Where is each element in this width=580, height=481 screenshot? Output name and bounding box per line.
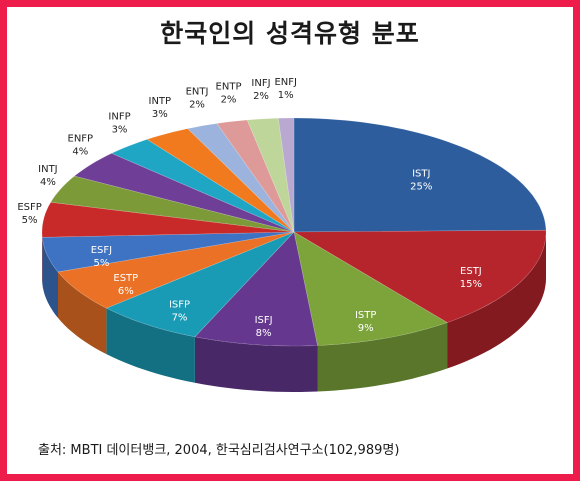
pie-value-enfj: 1% <box>278 90 294 101</box>
pie-side-isfj <box>194 336 318 392</box>
pie-side-istp <box>317 322 448 392</box>
pie-value-estp: 6% <box>118 286 134 297</box>
pie-label-enfp: ENFP <box>68 134 94 145</box>
pie-value-entp: 2% <box>221 94 237 105</box>
pie-label-infp: INFP <box>108 111 130 122</box>
pie-side-estp <box>58 271 107 355</box>
pie-slice-enfp <box>73 152 295 233</box>
pie-label-estp: ESTP <box>113 273 138 284</box>
pie-slice-estj <box>292 229 547 323</box>
pie-slices <box>41 117 547 347</box>
pie-label-estj: ESTJ <box>460 266 482 277</box>
pie-label-enfj: ENFJ <box>274 77 297 88</box>
pie-side-esfj <box>42 237 58 318</box>
pie-side-walls <box>42 232 546 392</box>
pie-label-intp: INTP <box>149 96 172 107</box>
pie-value-estj: 15% <box>460 279 482 290</box>
pie-label-infj: INFJ <box>251 78 270 89</box>
pie-side-estj <box>447 232 546 369</box>
pie-slice-istj <box>293 117 547 233</box>
pie-slice-isfp <box>105 231 295 338</box>
pie-slice-esfj <box>41 231 295 273</box>
pie-slice-istp <box>293 231 448 346</box>
pie-slice-esfp <box>41 201 295 238</box>
pie-value-intp: 3% <box>152 109 168 120</box>
pie-value-isfj: 8% <box>256 328 272 339</box>
pie-value-esfj: 5% <box>93 258 109 269</box>
pie-value-infp: 3% <box>112 124 128 135</box>
pie-value-infj: 2% <box>253 91 269 102</box>
pie-label-istp: ISTP <box>355 310 376 321</box>
pie-label-esfp: ESFP <box>17 202 41 213</box>
pie-slice-estp <box>57 231 295 309</box>
pie-labels: ISTJ 25% ESTJ 15% ISTP 9% ISFJ 8% ISFP 7% ESTP 6% ES… <box>17 77 482 339</box>
pie-side-isfp <box>106 308 195 383</box>
pie-label-entp: ENTP <box>216 81 242 92</box>
pie-label-isfp: ISFP <box>169 299 190 310</box>
pie-slice-isfj <box>194 231 318 347</box>
pie-label-istj: ISTJ <box>412 169 430 180</box>
pie-value-isfp: 7% <box>172 312 188 323</box>
pie-slice-intj <box>50 175 295 233</box>
pie-value-entj: 2% <box>189 100 205 111</box>
pie-value-istp: 9% <box>358 323 374 334</box>
pie-slice-intp <box>146 128 295 233</box>
pie-label-intj: INTJ <box>38 164 58 175</box>
pie-label-isfj: ISFJ <box>255 315 273 326</box>
pie-label-esfj: ESFJ <box>91 245 112 256</box>
pie-value-istj: 25% <box>410 182 432 193</box>
pie-value-esfp: 5% <box>22 215 38 226</box>
pie-slice-infp <box>110 139 295 233</box>
pie-value-enfp: 4% <box>72 147 88 158</box>
chart-title: 한국인의 성격유형 분포 <box>160 19 420 48</box>
pie-slice-enfj <box>277 117 295 233</box>
pie-value-intj: 4% <box>40 177 56 188</box>
source-note: 출처: MBTI 데이터뱅크, 2004, 한국심리검사연구소(102,989명… <box>38 443 400 458</box>
pie-label-entj: ENTJ <box>186 87 209 98</box>
